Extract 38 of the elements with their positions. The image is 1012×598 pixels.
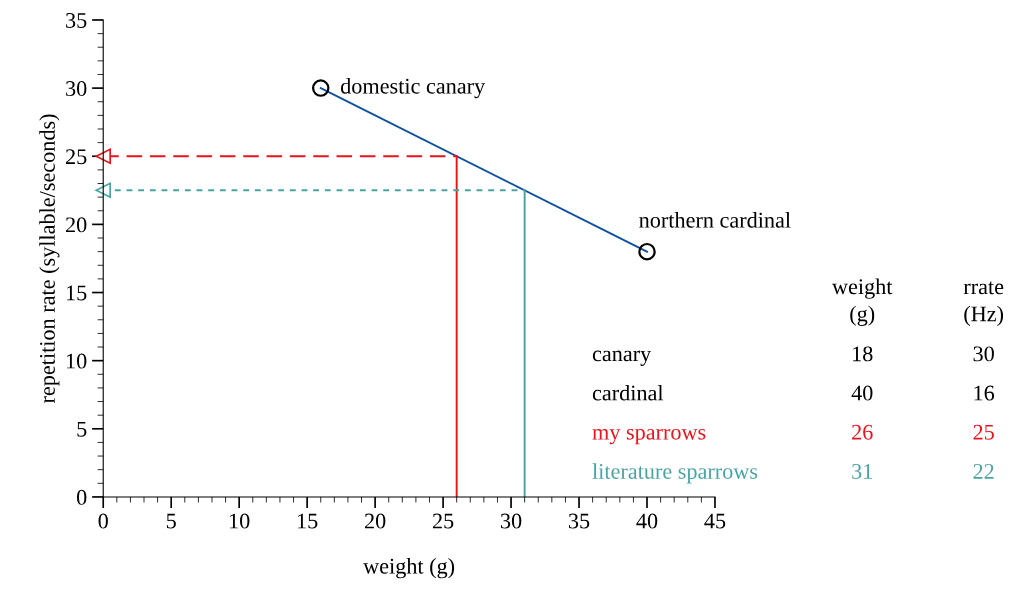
annotation: domestic canary [340, 78, 486, 99]
x-tick-label: 20 [364, 513, 386, 529]
x-tick-label: 30 [501, 513, 522, 529]
y-tick-label: 10 [66, 353, 87, 369]
y-tick-label: 25 [66, 149, 87, 165]
text: weight (g) [832, 278, 893, 326]
annotation: northern cardinal [639, 212, 791, 228]
text: 25 [973, 424, 994, 440]
text: 26 [852, 424, 873, 440]
y-tick-label: 30 [66, 81, 87, 97]
x-tick-label: 45 [704, 513, 726, 529]
text: 30 [973, 346, 994, 362]
point [95, 182, 112, 199]
text: 16 [974, 385, 995, 401]
x-tick-label: 15 [297, 513, 318, 529]
annotation: my sparrows [592, 428, 706, 445]
text: rrate (Hz) [963, 281, 1004, 326]
y-tick-label: 35 [66, 12, 87, 28]
x-tick-label: 40 [636, 513, 658, 529]
y-axis-title: repetition rate (syllable/seconds) [39, 114, 60, 404]
annotation: cardinal [592, 384, 664, 401]
annotation: canary [592, 350, 652, 366]
x-axis-title: weight (g) [363, 558, 455, 579]
text: 31 [852, 463, 872, 479]
x-tick-label: 0 [98, 513, 108, 529]
x-tick-label: 5 [166, 513, 176, 529]
y-tick-label: 0 [76, 489, 87, 505]
text: 40 [851, 385, 873, 401]
x-tick-label: 10 [230, 513, 250, 529]
annotation: literature sparrows [592, 463, 758, 484]
y-tick-label: 20 [66, 217, 87, 233]
text: 22 [973, 463, 994, 479]
x-tick-label: 35 [568, 513, 590, 529]
y-tick-label: 5 [77, 421, 87, 437]
text: 18 [853, 346, 873, 362]
y-tick-label: 15 [66, 285, 87, 301]
x-tick-label: 25 [432, 513, 454, 529]
point [95, 148, 112, 165]
